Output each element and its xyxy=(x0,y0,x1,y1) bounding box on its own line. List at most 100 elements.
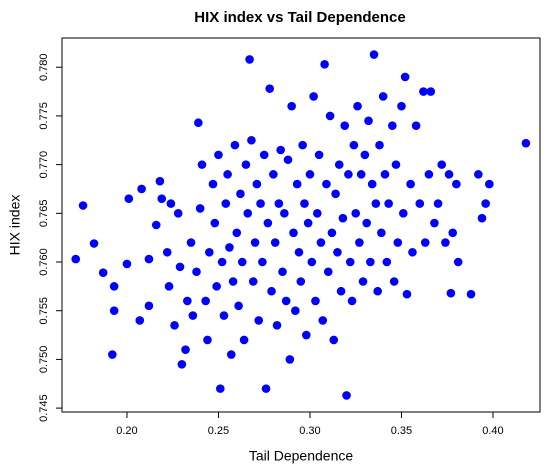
point xyxy=(419,87,428,96)
point xyxy=(444,170,454,179)
point xyxy=(283,155,293,165)
point xyxy=(215,384,225,393)
point xyxy=(453,257,463,267)
x-tick-label: 0.25 xyxy=(208,425,229,437)
y-tick-label: 0.745 xyxy=(38,394,50,422)
x-tick-label: 0.20 xyxy=(116,425,137,437)
point xyxy=(267,286,276,296)
point xyxy=(314,150,324,160)
x-tick-label: 0.40 xyxy=(482,425,503,437)
point xyxy=(109,282,119,291)
point xyxy=(173,209,183,218)
point xyxy=(247,135,256,145)
point xyxy=(406,179,415,189)
point xyxy=(356,170,366,179)
point xyxy=(78,201,88,210)
point xyxy=(302,330,311,340)
point xyxy=(389,277,399,286)
point xyxy=(323,267,333,277)
point xyxy=(194,118,203,128)
point xyxy=(430,218,439,228)
point xyxy=(245,55,254,64)
point xyxy=(325,111,335,121)
point xyxy=(366,257,375,267)
point xyxy=(274,199,284,208)
point xyxy=(358,277,368,286)
point xyxy=(355,238,364,247)
point xyxy=(280,209,289,218)
point xyxy=(424,170,434,179)
point xyxy=(521,138,531,148)
point xyxy=(485,179,494,189)
y-tick-label: 0.770 xyxy=(38,151,50,179)
point xyxy=(285,355,295,364)
point xyxy=(122,259,132,269)
point xyxy=(305,170,315,179)
point xyxy=(367,179,377,189)
point xyxy=(272,321,282,330)
point xyxy=(300,199,309,208)
point xyxy=(276,145,285,155)
point xyxy=(415,199,425,208)
point xyxy=(205,247,214,257)
point xyxy=(311,296,320,306)
point xyxy=(477,213,487,223)
point xyxy=(212,282,221,291)
point xyxy=(208,179,218,189)
point xyxy=(192,267,201,277)
point xyxy=(345,257,355,267)
point xyxy=(135,316,145,325)
plot-frame xyxy=(61,37,541,413)
point xyxy=(281,296,291,306)
point xyxy=(402,289,412,299)
point xyxy=(232,228,242,238)
point xyxy=(342,391,351,400)
point xyxy=(98,268,108,278)
point xyxy=(144,254,154,264)
point xyxy=(261,384,271,393)
point xyxy=(164,282,174,291)
point xyxy=(307,257,317,267)
point xyxy=(340,121,350,130)
point xyxy=(151,220,161,230)
point xyxy=(437,160,447,169)
point xyxy=(347,296,357,306)
point xyxy=(263,218,273,228)
point xyxy=(289,228,298,238)
point xyxy=(441,238,450,247)
point xyxy=(258,257,267,267)
point xyxy=(333,247,342,257)
point xyxy=(362,218,371,228)
point xyxy=(391,160,401,169)
point xyxy=(466,289,476,299)
point xyxy=(166,199,176,208)
point xyxy=(420,238,430,247)
point xyxy=(349,140,359,150)
point xyxy=(265,84,275,93)
point xyxy=(195,204,205,213)
point xyxy=(452,179,461,189)
point xyxy=(170,321,179,330)
point xyxy=(400,72,410,82)
point xyxy=(256,199,265,208)
point xyxy=(214,150,223,160)
y-tick-label: 0.780 xyxy=(38,53,50,81)
point xyxy=(181,345,190,354)
point xyxy=(446,288,456,298)
point xyxy=(329,335,339,345)
point xyxy=(448,228,458,238)
x-tick-label: 0.30 xyxy=(299,425,320,437)
point xyxy=(201,296,210,306)
point xyxy=(331,189,340,199)
point xyxy=(433,199,443,208)
point xyxy=(237,257,247,267)
point xyxy=(287,101,296,111)
point xyxy=(157,194,167,204)
point xyxy=(296,277,306,286)
y-tick-label: 0.750 xyxy=(38,346,50,374)
point xyxy=(320,59,329,69)
point xyxy=(239,335,249,345)
point xyxy=(334,160,344,169)
